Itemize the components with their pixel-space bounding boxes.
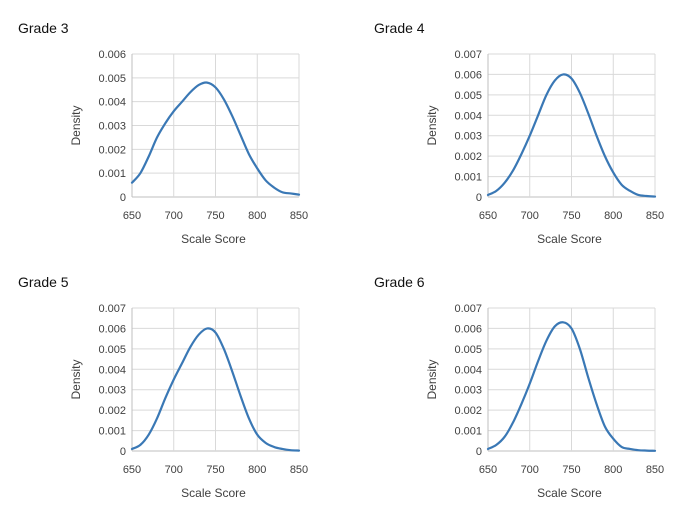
x-tick-label: 750 (206, 210, 224, 222)
chart-title: Grade 5 (18, 274, 69, 290)
x-axis-label: Scale Score (537, 486, 602, 500)
y-tick-label: 0.004 (98, 364, 126, 376)
chart-title: Grade 4 (374, 20, 425, 36)
y-axis-label: Density (425, 105, 439, 145)
y-tick-label: 0.001 (98, 168, 126, 180)
chart-panel-grade-6: Grade 6 0 0.001 0.002 0.003 0.004 0.005 0.006 0… (356, 254, 692, 509)
y-tick-label: 0.005 (454, 90, 482, 102)
x-tick-label: 650 (123, 464, 141, 476)
x-tick-label: 850 (290, 464, 308, 476)
x-axis-label: Scale Score (537, 232, 602, 246)
x-tick-label: 800 (604, 210, 622, 222)
y-tick-label: 0 (476, 192, 482, 204)
x-tick-label: 750 (562, 210, 580, 222)
y-axis-label: Density (425, 359, 439, 399)
chart-title: Grade 3 (18, 20, 69, 36)
y-tick-label: 0.005 (454, 344, 482, 356)
x-tick-label: 750 (206, 464, 224, 476)
y-tick-label: 0.003 (454, 385, 482, 397)
density-chart-grade-6: 0 0.001 0.002 0.003 0.004 0.005 0.006 0.007 650 7… (425, 303, 664, 500)
x-tick-label: 650 (479, 210, 497, 222)
density-curve (486, 73, 657, 198)
y-tick-label: 0.006 (454, 323, 482, 335)
y-tick-label: 0.006 (454, 69, 482, 81)
y-tick-label: 0.005 (98, 73, 126, 85)
density-chart-grade-5: 0 0.001 0.002 0.003 0.004 0.005 0.006 0.007 650 7… (69, 303, 308, 500)
x-tick-label: 700 (165, 464, 183, 476)
y-tick-label: 0.004 (98, 97, 126, 109)
x-axis-label: Scale Score (181, 232, 246, 246)
y-tick-label: 0.004 (454, 364, 482, 376)
y-tick-label: 0.001 (454, 426, 482, 438)
y-tick-label: 0 (120, 192, 126, 204)
x-tick-label: 700 (165, 210, 183, 222)
y-tick-label: 0.006 (98, 49, 126, 61)
y-tick-label: 0.002 (454, 151, 482, 163)
density-curve (130, 81, 301, 196)
y-tick-label: 0.007 (454, 303, 482, 315)
y-tick-label: 0 (120, 446, 126, 458)
x-tick-label: 700 (521, 464, 539, 476)
x-tick-label: 850 (290, 210, 308, 222)
x-tick-label: 750 (562, 464, 580, 476)
chart-panel-grade-4: Grade 4 0 0.001 0.002 0.003 0.004 0.005 0.006 0… (356, 0, 692, 254)
y-tick-label: 0.007 (454, 49, 482, 61)
y-tick-label: 0.005 (98, 344, 126, 356)
x-tick-label: 800 (604, 464, 622, 476)
x-axis-label: Scale Score (181, 486, 246, 500)
chart-panel-grade-3: Grade 3 0 0.001 0.002 0.003 0.004 0.005 0.006 6… (0, 0, 346, 254)
y-tick-label: 0.002 (98, 405, 126, 417)
chart-panel-grade-5: Grade 5 0 0.001 0.002 0.003 0.004 0.005 0.006 0… (0, 254, 346, 509)
y-tick-label: 0 (476, 446, 482, 458)
y-tick-label: 0.003 (454, 131, 482, 143)
y-tick-label: 0.007 (98, 303, 126, 315)
y-tick-label: 0.001 (454, 172, 482, 184)
x-tick-label: 650 (479, 464, 497, 476)
x-tick-label: 650 (123, 210, 141, 222)
y-tick-label: 0.002 (454, 405, 482, 417)
density-curve (130, 327, 301, 452)
density-curve (486, 321, 657, 452)
density-chart-grade-3: 0 0.001 0.002 0.003 0.004 0.005 0.006 650 700 750… (69, 49, 308, 246)
y-axis-label: Density (69, 105, 83, 145)
x-tick-label: 700 (521, 210, 539, 222)
y-tick-label: 0.003 (98, 385, 126, 397)
y-tick-label: 0.006 (98, 323, 126, 335)
y-tick-label: 0.003 (98, 121, 126, 133)
chart-title: Grade 6 (374, 274, 425, 290)
y-tick-label: 0.004 (454, 110, 482, 122)
y-axis-label: Density (69, 359, 83, 399)
x-tick-label: 850 (646, 210, 664, 222)
x-tick-label: 800 (248, 210, 266, 222)
density-chart-grade-4: 0 0.001 0.002 0.003 0.004 0.005 0.006 0.007 650 7… (425, 49, 664, 246)
y-tick-label: 0.001 (98, 426, 126, 438)
x-tick-label: 850 (646, 464, 664, 476)
x-tick-label: 800 (248, 464, 266, 476)
y-tick-label: 0.002 (98, 144, 126, 156)
